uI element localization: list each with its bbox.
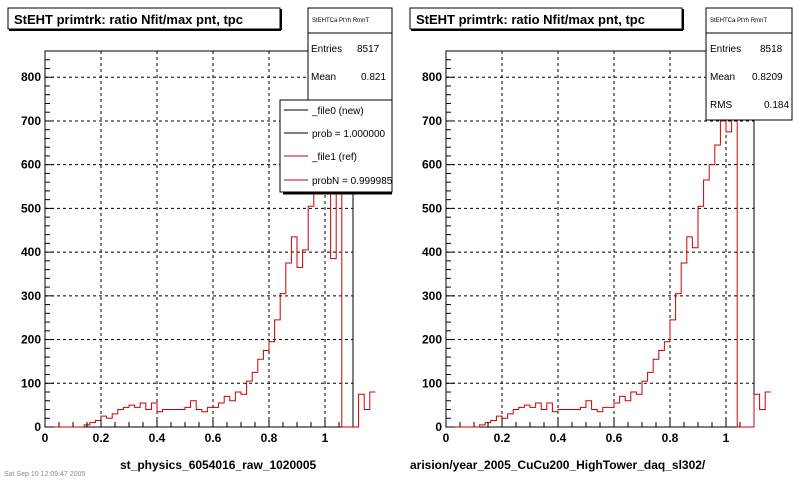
- stats-mean-value: 0.8209: [752, 72, 783, 83]
- y-tick-label: 600: [21, 158, 41, 172]
- y-tick-label: 100: [422, 376, 442, 390]
- x-axis: 0 0.2 0.4 0.6 0.8 1: [443, 417, 741, 445]
- stats-rms-value: 0.184: [764, 100, 789, 111]
- stats-mean-value: 0.821: [361, 72, 386, 83]
- y-tick-label: 100: [21, 376, 41, 390]
- x-tick-label: 0.2: [494, 431, 511, 445]
- x-tick-label: 0.6: [606, 431, 623, 445]
- x-tick-label: 0.4: [149, 431, 166, 445]
- y-tick-label: 700: [21, 114, 41, 128]
- histogram-line: [446, 50, 771, 428]
- stats-header: StEHTCa Pt'rh RmnT: [312, 18, 369, 24]
- stats-entries-value: 8518: [760, 44, 783, 55]
- x-tick-label: 0.8: [662, 431, 679, 445]
- stats-box: StEHTCa Pt'rh RmnT Entries 8517 Mean 0.8…: [307, 7, 393, 101]
- y-tick-label: 700: [422, 114, 442, 128]
- legend-entry-label: prob = 1.000000: [312, 129, 386, 140]
- x-tick-label: 0.8: [261, 431, 278, 445]
- x-tick-label: 0: [443, 431, 450, 445]
- y-tick-label: 0: [435, 420, 442, 434]
- y-tick-label: 200: [21, 333, 41, 347]
- stats-entries-label: Entries: [710, 44, 741, 55]
- y-tick-label: 400: [21, 245, 41, 259]
- y-axis: 0 100 200 300 400 500 600 700 800: [21, 59, 54, 434]
- x-axis: 0 0.2 0.4 0.6 0.8 1: [42, 417, 340, 445]
- legend-entry-label: probN = 0.999985: [312, 176, 393, 187]
- chart-panel-2: StEHT primtrk: ratio Nfit/max pnt, tpc 0…: [409, 7, 793, 472]
- footer-timestamp: Sat Sep 10 12:09:47 2005: [4, 471, 85, 478]
- y-tick-label: 500: [21, 201, 41, 215]
- y-tick-label: 200: [422, 333, 442, 347]
- x-tick-label: 1: [723, 431, 730, 445]
- stats-header: StEHTCa Pt'rh RmnT: [710, 18, 767, 24]
- y-tick-label: 300: [21, 289, 41, 303]
- y-tick-label: 400: [422, 245, 442, 259]
- x-axis-label: st_physics_6054016_raw_1020005: [120, 458, 316, 472]
- x-tick-label: 0.2: [93, 431, 110, 445]
- chart-title: StEHT primtrk: ratio Nfit/max pnt, tpc: [416, 12, 645, 27]
- histogram-series: [446, 50, 771, 428]
- x-tick-label: 1: [322, 431, 329, 445]
- stats-rms-label: RMS: [710, 100, 733, 111]
- stats-mean-label: Mean: [311, 72, 336, 83]
- stats-entries-value: 8517: [357, 44, 380, 55]
- x-axis-label: arision/year_2005_CuCu200_HighTower_daq_…: [410, 458, 706, 472]
- y-tick-label: 500: [422, 201, 442, 215]
- y-tick-label: 0: [34, 420, 41, 434]
- x-tick-label: 0.4: [550, 431, 567, 445]
- y-tick-label: 800: [21, 70, 41, 84]
- y-tick-label: 600: [422, 158, 442, 172]
- chart-panel-1: StEHT primtrk: ratio Nfit/max pnt, tpc 0…: [7, 7, 393, 472]
- stats-mean-label: Mean: [710, 72, 735, 83]
- y-tick-label: 300: [422, 289, 442, 303]
- x-tick-label: 0: [42, 431, 49, 445]
- legend-entry-label: _file0 (new): [311, 106, 364, 117]
- y-tick-label: 800: [422, 70, 442, 84]
- chart-title: StEHT primtrk: ratio Nfit/max pnt, tpc: [14, 12, 243, 27]
- x-tick-label: 0.6: [205, 431, 222, 445]
- stats-box: StEHTCa Pt'rh RmnT Entries 8518 Mean 0.8…: [705, 7, 793, 121]
- legend: _file0 (new) prob = 1.000000 _file1 (ref…: [279, 99, 393, 195]
- stats-entries-label: Entries: [311, 44, 342, 55]
- y-axis: 0 100 200 300 400 500 600 700 800: [422, 59, 455, 434]
- legend-entry-label: _file1 (ref): [311, 152, 357, 163]
